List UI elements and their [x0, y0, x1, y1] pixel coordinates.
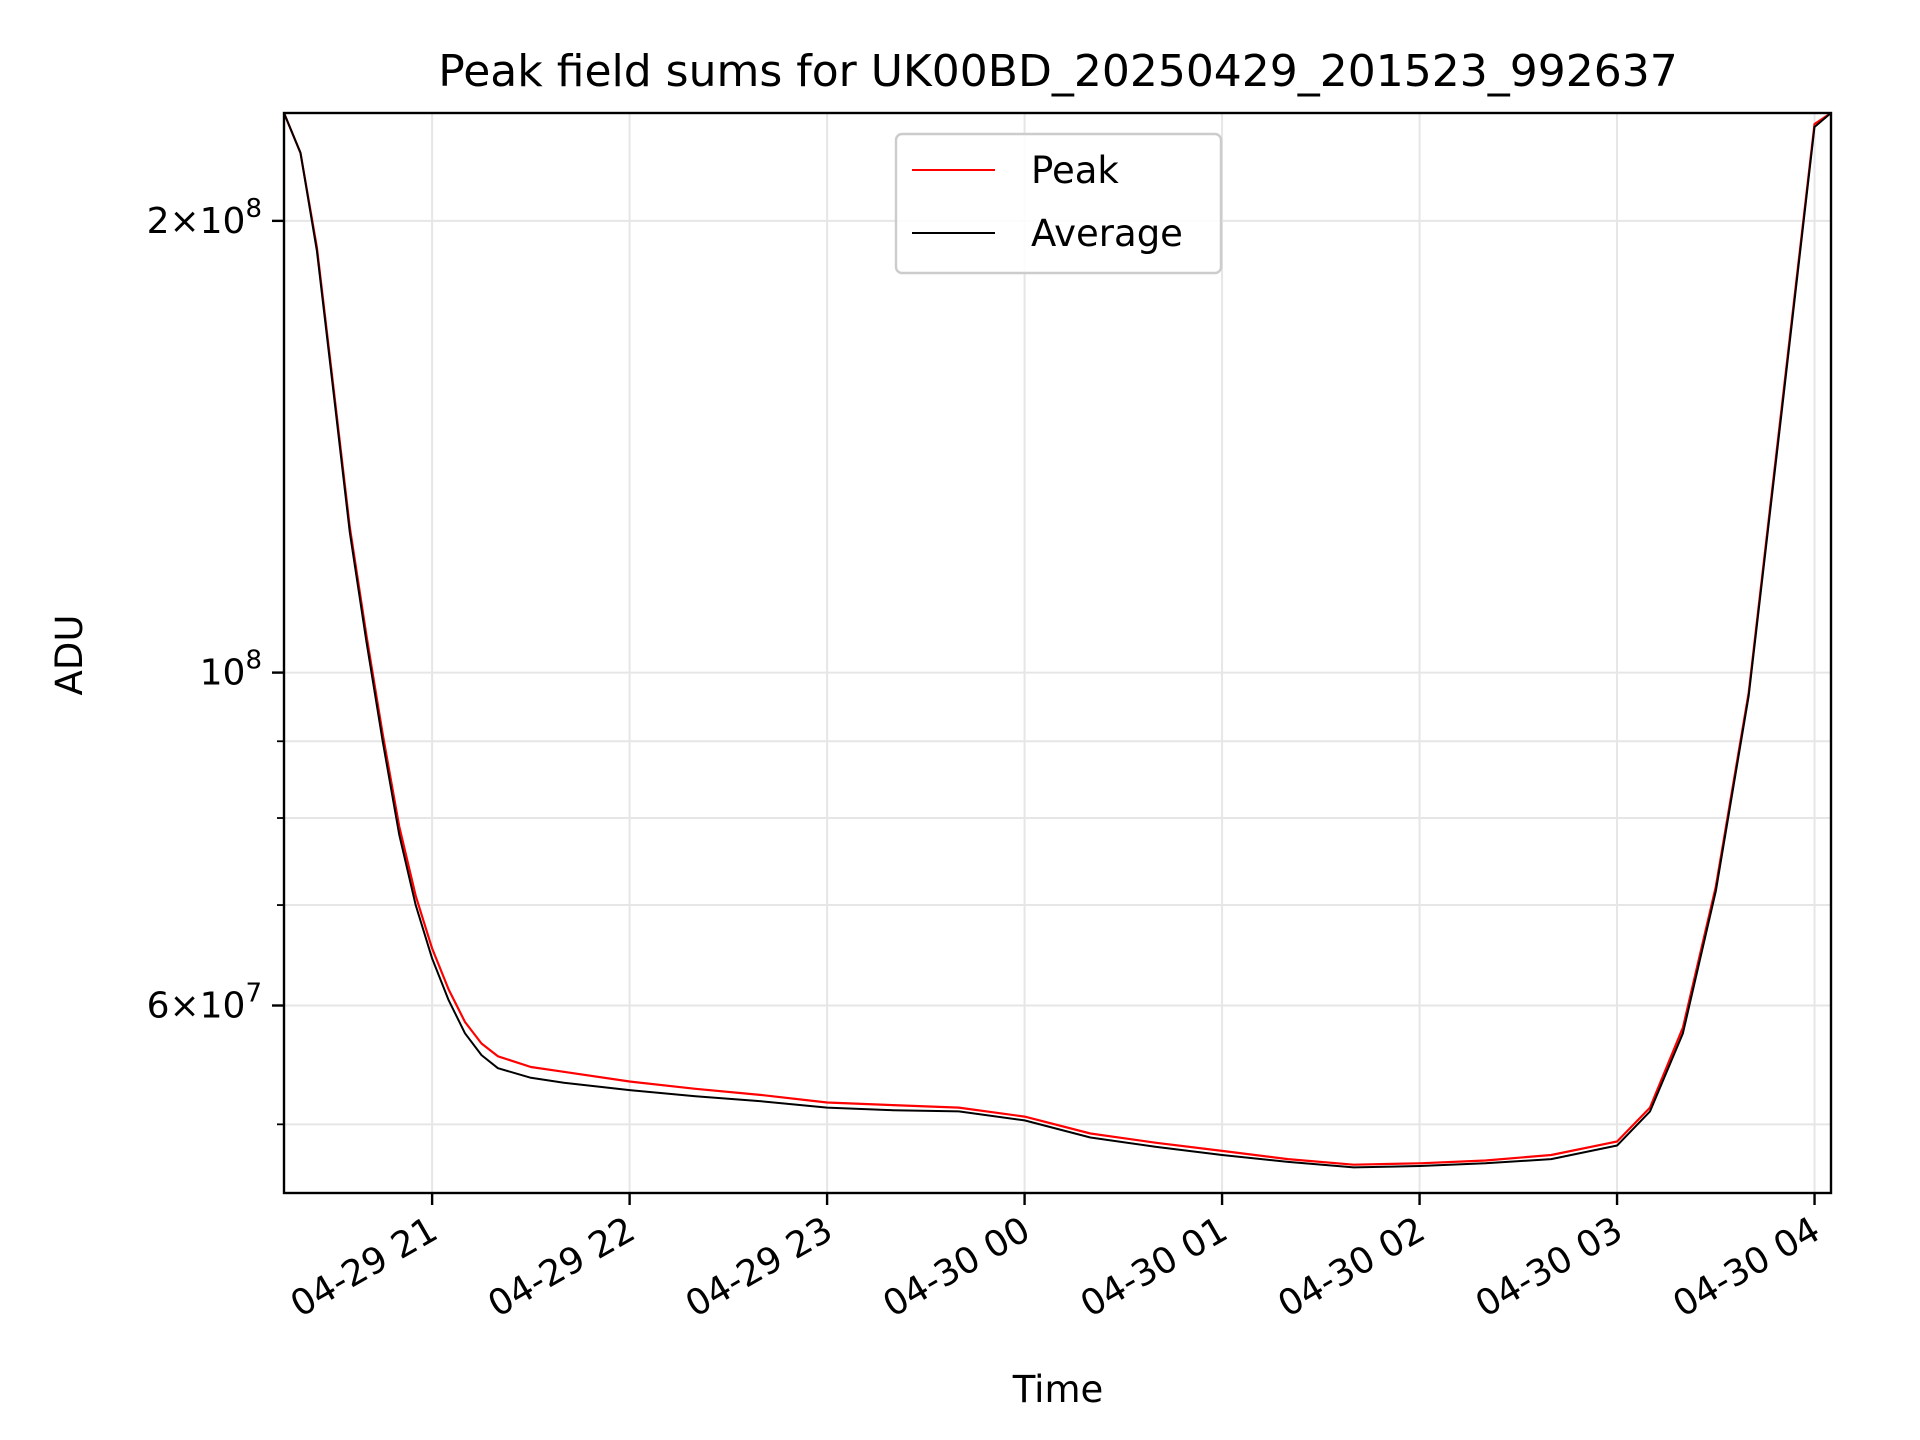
series-line-peak: [284, 113, 1831, 1166]
y-axis-label: ADU: [48, 615, 91, 696]
legend-label-average: Average: [1031, 212, 1183, 255]
y-tick-label: 108: [200, 646, 262, 694]
legend: Peak Average: [894, 132, 1223, 275]
plot-frame: [282, 111, 1833, 1195]
series-layer: [284, 113, 1831, 1169]
chart-title: Peak field sums for UK00BD_20250429_2015…: [438, 46, 1677, 97]
series-line-average: [284, 113, 1831, 1169]
grid: [284, 113, 1831, 1193]
y-tick-label: 2×108: [147, 194, 262, 242]
legend-box: [894, 132, 1223, 275]
legend-label-peak: Peak: [1031, 149, 1119, 192]
x-axis-label: Time: [1012, 1368, 1104, 1411]
y-tick-label: 6×107: [147, 979, 262, 1027]
